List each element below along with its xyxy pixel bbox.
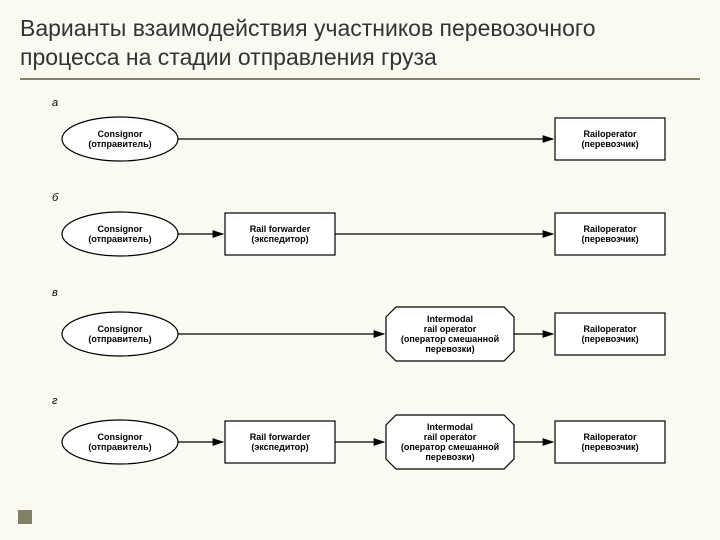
svg-text:б: б [52,192,59,204]
svg-text:Consignor: Consignor [98,324,143,334]
footer-square [18,510,32,524]
svg-text:Consignor: Consignor [98,224,143,234]
svg-text:Consignor: Consignor [98,129,143,139]
page-title: Варианты взаимодействия участников перев… [0,0,720,78]
svg-text:а: а [52,97,58,109]
svg-text:(перевозчик): (перевозчик) [581,334,638,344]
svg-text:перевозки): перевозки) [425,452,474,462]
svg-text:Rail forwarder: Rail forwarder [250,224,311,234]
svg-text:(отправитель): (отправитель) [88,442,151,452]
svg-text:г: г [52,395,58,407]
svg-text:в: в [52,287,58,299]
svg-text:Railoperator: Railoperator [583,129,637,139]
svg-text:rail operator: rail operator [424,324,477,334]
flow-diagram: аConsignor(отправитель)Railoperator(пере… [0,84,720,514]
svg-text:(отправитель): (отправитель) [88,234,151,244]
svg-text:(перевозчик): (перевозчик) [581,234,638,244]
svg-text:Consignor: Consignor [98,432,143,442]
svg-text:(экспедитор): (экспедитор) [251,234,308,244]
svg-text:(оператор смешанной: (оператор смешанной [401,442,499,452]
svg-text:(экспедитор): (экспедитор) [251,442,308,452]
svg-text:(перевозчик): (перевозчик) [581,139,638,149]
svg-text:(перевозчик): (перевозчик) [581,442,638,452]
title-underline [20,78,700,80]
svg-text:Railoperator: Railoperator [583,432,637,442]
svg-text:Intermodal: Intermodal [427,422,473,432]
svg-text:Rail forwarder: Rail forwarder [250,432,311,442]
svg-text:(отправитель): (отправитель) [88,139,151,149]
svg-text:Intermodal: Intermodal [427,314,473,324]
svg-text:Railoperator: Railoperator [583,224,637,234]
svg-text:rail operator: rail operator [424,432,477,442]
svg-text:(оператор смешанной: (оператор смешанной [401,334,499,344]
svg-text:Railoperator: Railoperator [583,324,637,334]
svg-text:(отправитель): (отправитель) [88,334,151,344]
svg-text:перевозки): перевозки) [425,344,474,354]
